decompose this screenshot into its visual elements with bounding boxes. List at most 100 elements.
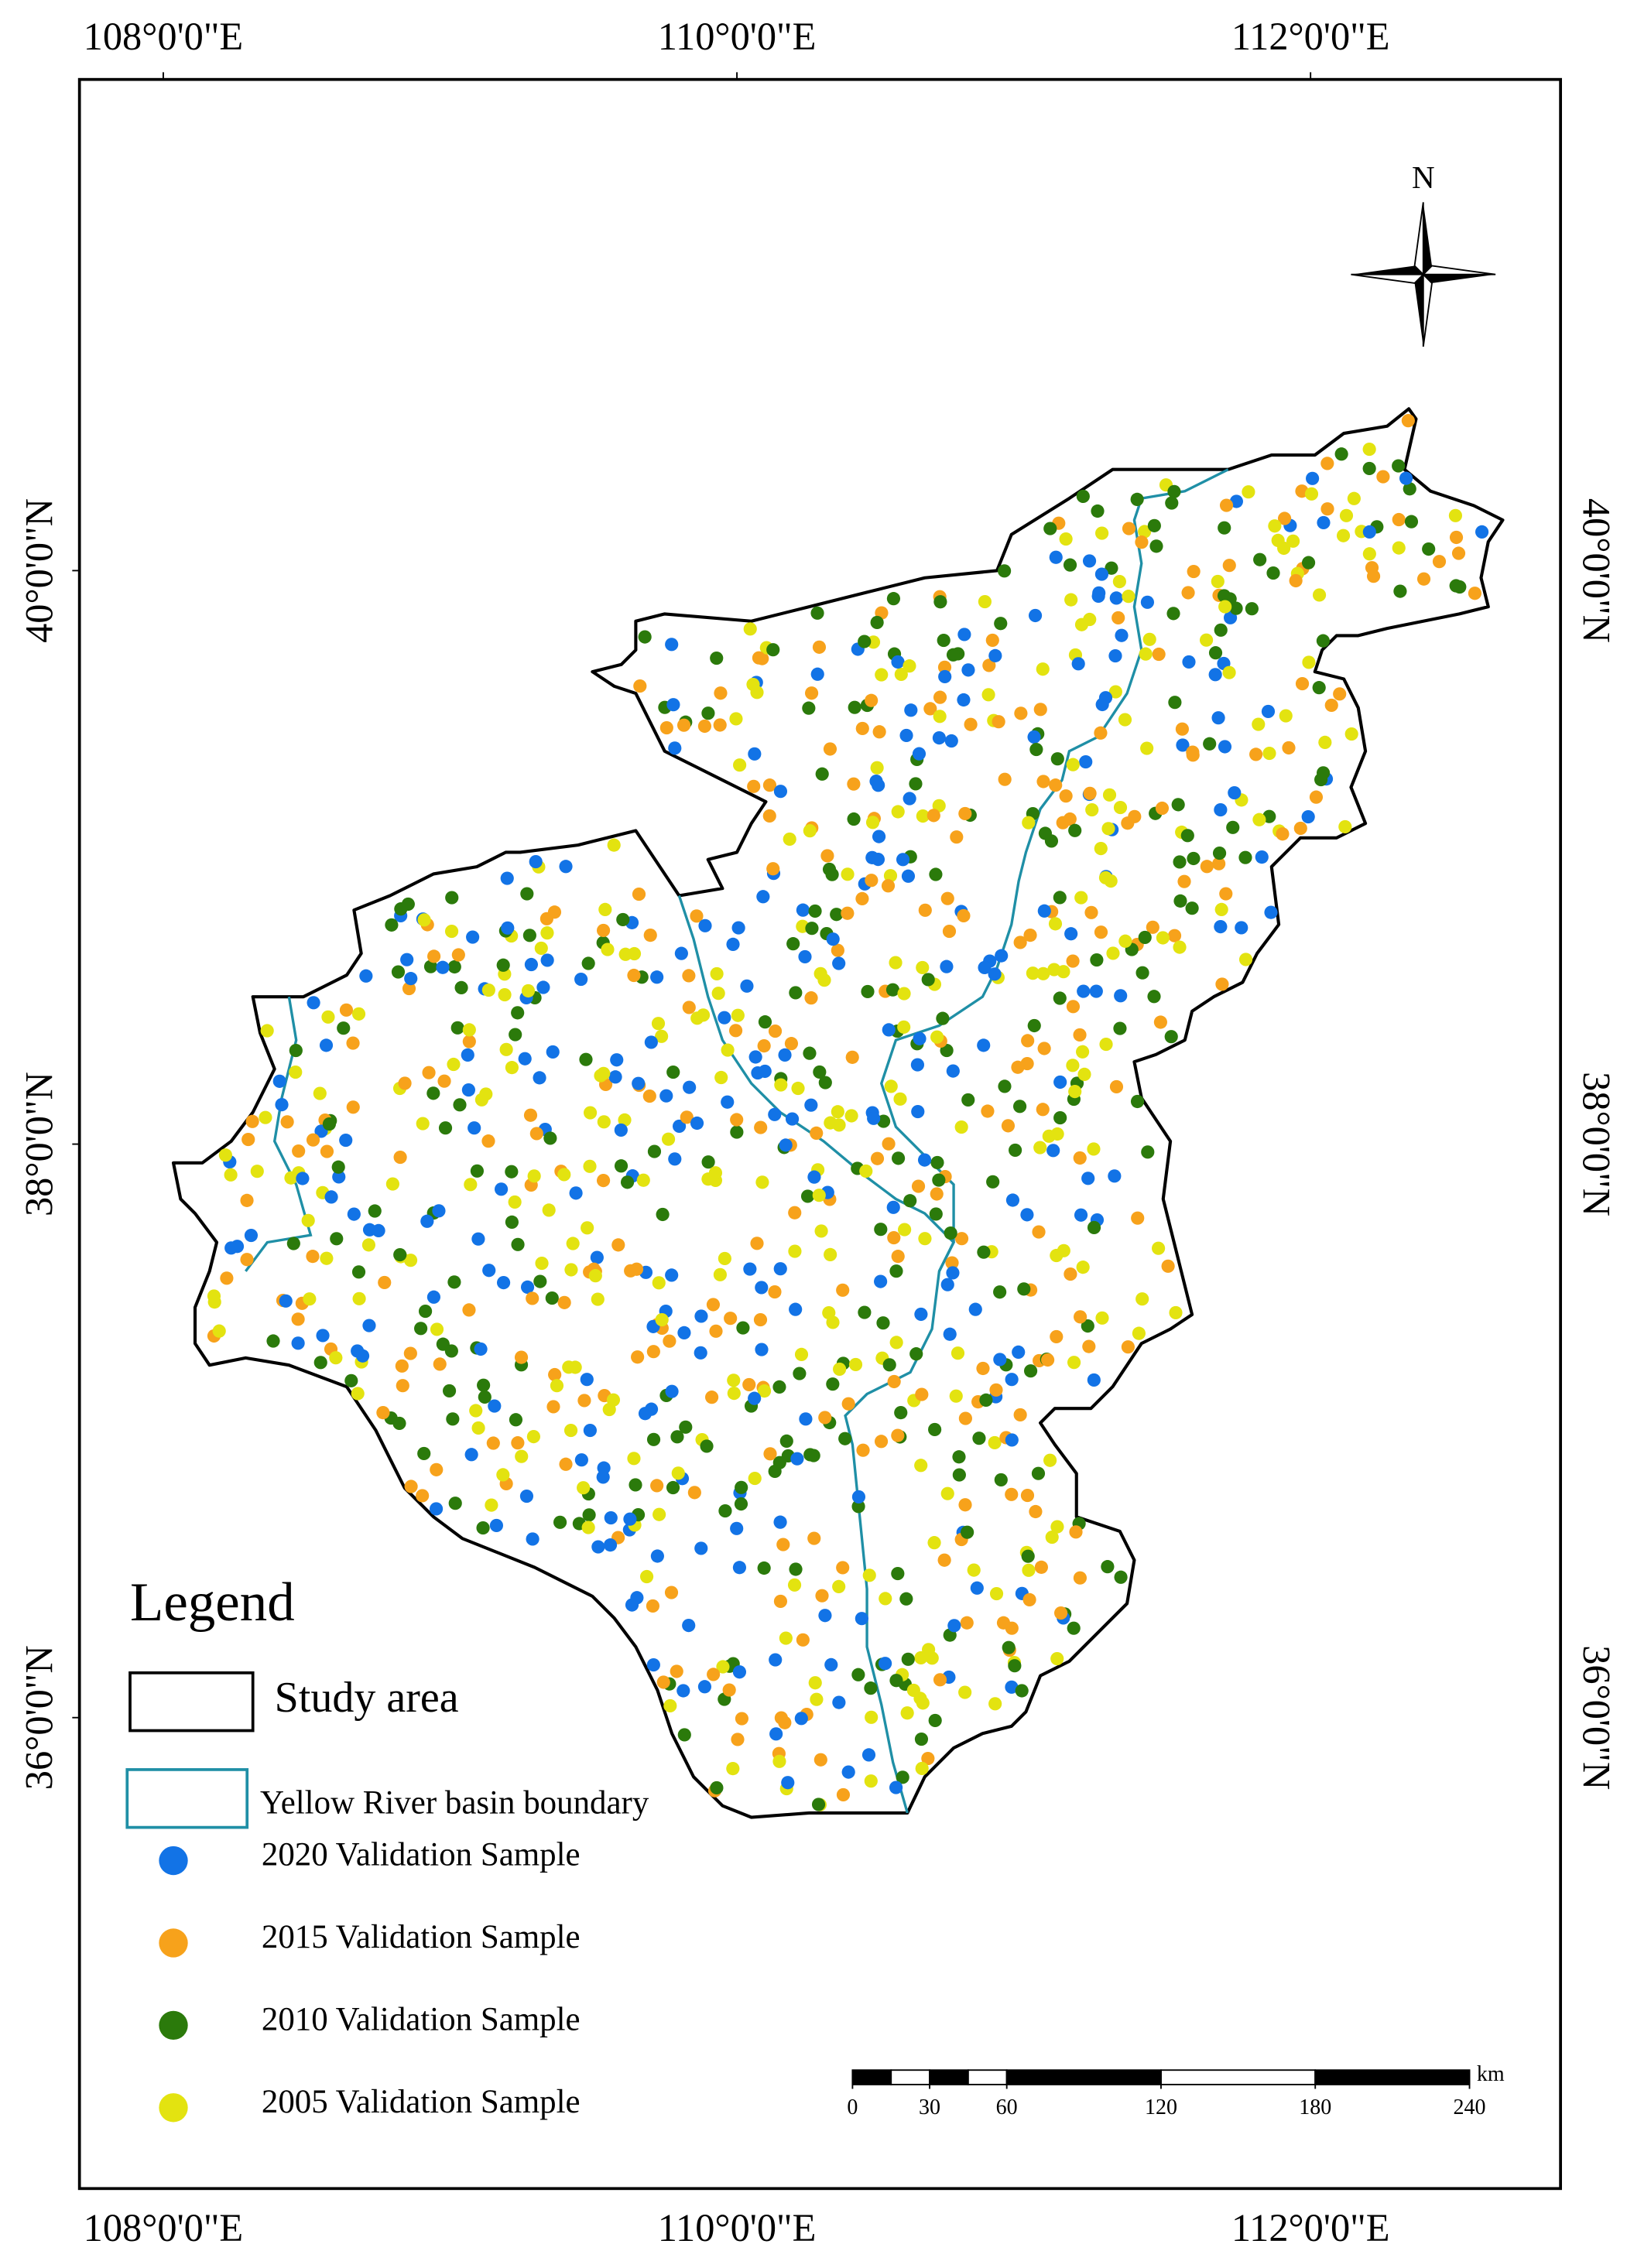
legend-river-swatch — [125, 1768, 249, 1829]
validation-sample — [700, 1439, 714, 1453]
validation-sample — [943, 1327, 957, 1341]
validation-sample — [646, 1432, 661, 1446]
validation-sample — [841, 1397, 855, 1411]
validation-sample — [768, 1107, 782, 1121]
validation-sample — [885, 983, 900, 997]
validation-sample — [1279, 709, 1293, 723]
validation-sample — [403, 1254, 418, 1267]
validation-sample — [1005, 1373, 1019, 1387]
validation-sample — [1212, 857, 1226, 871]
validation-sample — [933, 690, 947, 704]
validation-sample — [582, 1508, 596, 1522]
scale-unit: km — [1477, 2062, 1505, 2086]
validation-sample — [876, 1114, 891, 1128]
validation-sample — [879, 1657, 892, 1671]
validation-sample — [1147, 990, 1161, 1004]
validation-sample — [876, 1316, 890, 1330]
validation-sample — [886, 1200, 900, 1214]
validation-sample — [1094, 726, 1108, 740]
validation-sample — [721, 1043, 735, 1057]
validation-sample — [526, 1532, 539, 1546]
validation-sample — [790, 1452, 804, 1466]
validation-sample — [1098, 871, 1113, 884]
legend-label: 2010 Validation Sample — [262, 2001, 581, 2037]
validation-sample — [1036, 775, 1050, 788]
validation-sample — [212, 1324, 226, 1338]
validation-sample — [989, 1586, 1004, 1601]
validation-sample — [224, 1168, 238, 1182]
validation-sample — [766, 643, 780, 657]
validation-sample — [978, 960, 992, 975]
validation-sample — [306, 1133, 320, 1147]
validation-sample — [438, 1121, 453, 1135]
validation-sample — [906, 1683, 920, 1698]
validation-sample — [796, 1633, 810, 1647]
validation-sample — [368, 1204, 382, 1218]
validation-sample — [511, 1436, 525, 1450]
validation-sample — [1095, 1311, 1109, 1325]
validation-sample — [1054, 1606, 1068, 1620]
validation-sample — [1118, 934, 1132, 948]
validation-sample — [871, 853, 885, 867]
validation-sample — [471, 1421, 485, 1435]
validation-sample — [830, 908, 844, 922]
validation-sample — [614, 1123, 628, 1137]
validation-sample — [332, 1170, 346, 1184]
validation-sample — [1180, 829, 1194, 843]
validation-sample — [423, 960, 438, 973]
validation-sample — [901, 869, 916, 883]
validation-sample — [1229, 601, 1243, 615]
validation-sample — [1022, 1563, 1036, 1577]
validation-sample — [1066, 954, 1080, 968]
validation-sample — [779, 1631, 793, 1645]
validation-sample — [900, 1706, 914, 1720]
validation-sample — [461, 1083, 475, 1097]
validation-sample — [524, 957, 539, 972]
validation-sample — [1175, 722, 1189, 736]
validation-sample — [928, 1713, 942, 1728]
latitude-label: 40°0'0"N — [1575, 498, 1618, 643]
validation-sample — [1262, 746, 1276, 761]
validation-sample — [1282, 741, 1296, 755]
validation-sample — [1219, 887, 1233, 901]
longitude-label: 108°0'0"E — [84, 2206, 244, 2249]
validation-sample — [1392, 541, 1406, 555]
validation-sample — [721, 1095, 735, 1109]
validation-sample — [385, 918, 399, 932]
validation-sample — [596, 1470, 610, 1484]
validation-sample — [773, 1515, 787, 1529]
validation-sample — [789, 1562, 803, 1576]
validation-sample — [633, 679, 647, 693]
validation-sample — [989, 1383, 1003, 1397]
validation-sample — [982, 659, 996, 672]
validation-sample — [750, 686, 764, 700]
validation-sample — [773, 1594, 788, 1609]
validation-sample — [811, 1798, 826, 1811]
validation-sample — [822, 862, 837, 877]
validation-sample — [1187, 851, 1201, 866]
validation-sample — [1038, 826, 1053, 840]
validation-sample — [1362, 525, 1376, 539]
scale-segment — [967, 2069, 1008, 2085]
validation-sample — [701, 706, 715, 720]
validation-sample — [727, 1387, 741, 1401]
validation-sample — [1102, 788, 1117, 802]
validation-sample — [796, 903, 810, 917]
validation-sample — [430, 1322, 444, 1336]
validation-sample — [606, 1393, 621, 1407]
validation-sample — [910, 1058, 924, 1072]
validation-sample — [671, 1466, 685, 1480]
validation-sample — [1079, 755, 1093, 769]
validation-sample — [559, 860, 573, 874]
legend-label: Yellow River basin boundary — [260, 1784, 649, 1821]
validation-sample — [1249, 747, 1263, 761]
validation-sample — [665, 1384, 679, 1398]
validation-sample — [535, 1256, 549, 1271]
validation-sample — [1177, 874, 1191, 888]
validation-sample — [540, 953, 554, 967]
validation-sample — [1050, 1651, 1064, 1666]
validation-sample — [944, 734, 958, 748]
validation-sample — [1005, 1680, 1019, 1694]
validation-sample — [523, 1108, 538, 1122]
validation-sample — [666, 1066, 680, 1079]
